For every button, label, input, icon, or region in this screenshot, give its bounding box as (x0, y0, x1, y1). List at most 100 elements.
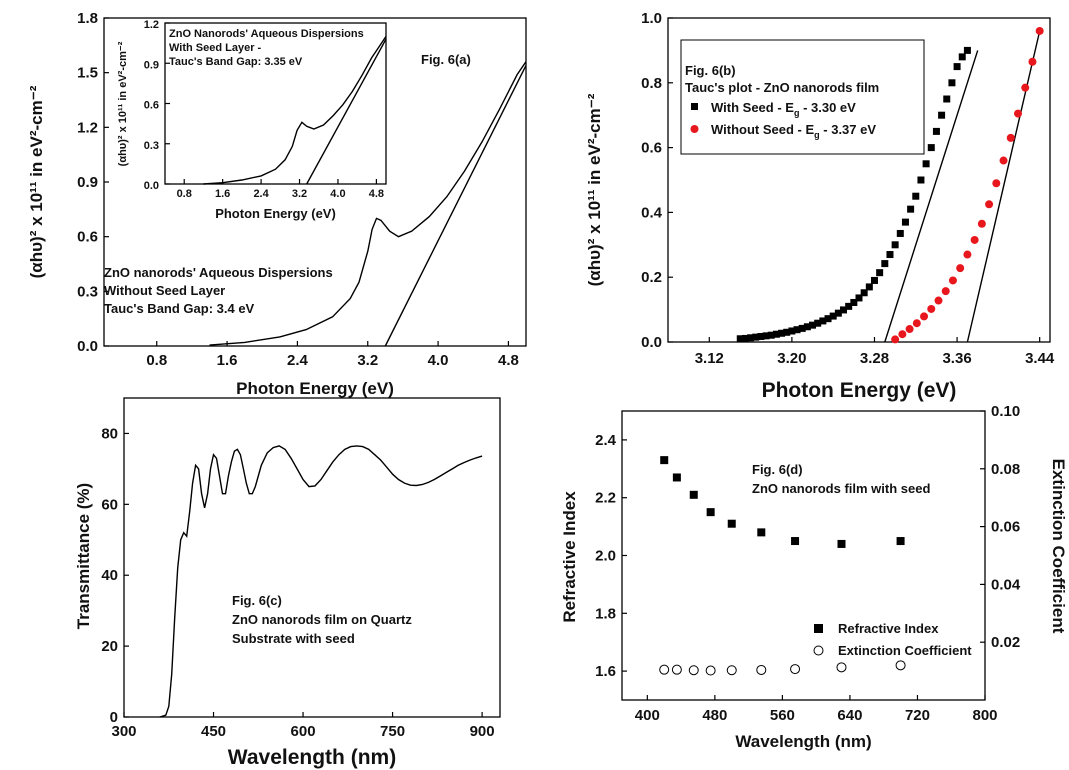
x-axis-label: Photon Energy (eV) (762, 379, 957, 402)
y-tick-label: 2.0 (595, 548, 616, 565)
y-tick-label: 0.9 (144, 59, 159, 71)
refractive-index-point (896, 537, 905, 546)
refractive-index-point (791, 537, 800, 546)
data-point-with-seed (736, 335, 744, 343)
data-point-without-seed (985, 200, 994, 209)
data-point-without-seed (920, 312, 929, 321)
data-point-without-seed (1035, 26, 1044, 35)
inset-x-axis-label: Photon Energy (eV) (215, 206, 336, 221)
data-point-with-seed (958, 53, 966, 61)
data-point-with-seed (772, 330, 780, 338)
data-point-without-seed (970, 235, 979, 244)
x-tick-label: 750 (380, 723, 405, 740)
legend-label: With Seed - Eg - 3.30 eV (711, 100, 856, 118)
data-point-with-seed (809, 321, 817, 329)
data-point-without-seed (1028, 57, 1037, 66)
data-point-with-seed (757, 332, 765, 340)
legend-marker-circle (690, 125, 699, 133)
data-point-with-seed (752, 333, 760, 341)
x-tick-label: 3.44 (1025, 350, 1055, 367)
refractive-index-point (660, 456, 669, 465)
data-point-with-seed (860, 289, 868, 297)
x-tick-label: 300 (111, 723, 136, 740)
annotation: Substrate with seed (232, 631, 355, 646)
data-point-with-seed (922, 160, 930, 168)
annotation: Tauc's Band Gap: 3.4 eV (104, 301, 255, 316)
tauc-fit-line (966, 30, 1041, 343)
legend-label: Extinction Coefficient (838, 643, 972, 658)
data-point-without-seed (898, 330, 907, 339)
data-point-without-seed (977, 219, 986, 228)
y-tick-label: 0.2 (641, 269, 662, 286)
annotation: ZnO nanorods film with seed (752, 481, 930, 496)
data-point-without-seed (905, 325, 914, 334)
data-point-with-seed (741, 334, 749, 342)
data-point-with-seed (963, 46, 971, 54)
y-axis-label: (αhυ)² x 10¹¹ in eV²-cm⁻² (585, 93, 604, 286)
data-point-with-seed (814, 319, 822, 327)
data-point-with-seed (762, 332, 770, 340)
annotation: Fig. 6(d) (752, 462, 803, 477)
y-tick-label: 1.6 (595, 663, 616, 680)
legend-frame (680, 39, 925, 155)
refractive-index-point (689, 490, 698, 499)
data-point-with-seed (865, 283, 873, 291)
annotation: Fig. 6(a) (421, 52, 471, 67)
y-tick-label: 1.2 (144, 19, 159, 31)
y-tick-label: 0.8 (641, 75, 662, 92)
y-tick-label: 2.4 (595, 432, 617, 449)
extinction-coefficient-point (756, 664, 767, 675)
y-tick-label: 2.2 (595, 490, 616, 507)
y-tick-label: 0.0 (641, 334, 662, 351)
annotation: ZnO nanorods' Aqueous Dispersions (104, 265, 333, 280)
x-tick-label: 4.8 (369, 188, 384, 200)
data-point-with-seed (886, 251, 894, 259)
data-point-with-seed (912, 192, 920, 200)
extinction-coefficient-point (705, 665, 716, 676)
legend-marker-square (691, 103, 698, 110)
inset-annotation: ZnO Nanorods' Aqueous Dispersions (169, 28, 364, 40)
data-point-without-seed (941, 287, 950, 296)
data-point-with-seed (798, 324, 806, 332)
plot-frame (123, 397, 501, 718)
data-point-without-seed (956, 264, 965, 273)
legend-title: Tauc's plot - ZnO nanorods film (685, 80, 879, 95)
data-point-with-seed (932, 127, 940, 135)
x-tick-label: 3.2 (357, 352, 378, 369)
y-tick-label: 0.3 (77, 283, 98, 300)
legend-marker-square (814, 624, 823, 633)
y-tick-label: 0.9 (77, 174, 98, 191)
x-tick-label: 900 (470, 723, 495, 740)
data-point-with-seed (819, 317, 827, 325)
data-point-with-seed (917, 176, 925, 184)
data-point-with-seed (891, 241, 899, 249)
data-point-with-seed (870, 276, 878, 284)
panel-c: 300 450 600 750 900 0 20 40 60 80 Wavelength (nm) T… (74, 397, 501, 769)
annotation: Without Seed Layer (104, 283, 225, 298)
refractive-index-point (837, 539, 846, 548)
y2-tick-label: 0.06 (991, 519, 1020, 536)
x-tick-label: 450 (201, 723, 226, 740)
data-point-with-seed (747, 334, 755, 342)
y-tick-label: 0.3 (144, 140, 159, 152)
data-point-without-seed (999, 156, 1008, 165)
y-tick-label: 40 (101, 567, 118, 584)
x-tick-label: 560 (770, 707, 795, 724)
refractive-index-point (706, 508, 715, 517)
legend-title: Fig. 6(b) (685, 63, 736, 78)
x-tick-label: 2.4 (253, 188, 269, 200)
y2-tick-label: 0.10 (991, 403, 1020, 420)
data-point-with-seed (845, 302, 853, 310)
x-tick-label: 800 (972, 707, 997, 724)
x-tick-label: 3.12 (695, 350, 724, 367)
x-tick-label: 2.4 (287, 352, 309, 369)
data-point-with-seed (829, 312, 837, 320)
data-point-with-seed (938, 111, 946, 119)
data-point-with-seed (901, 218, 909, 226)
data-point-with-seed (840, 306, 848, 314)
x-tick-label: 600 (291, 723, 316, 740)
data-point-without-seed (948, 276, 957, 285)
x-tick-label: 4.0 (428, 352, 449, 369)
annotation: ZnO nanorods film on Quartz (232, 612, 412, 627)
